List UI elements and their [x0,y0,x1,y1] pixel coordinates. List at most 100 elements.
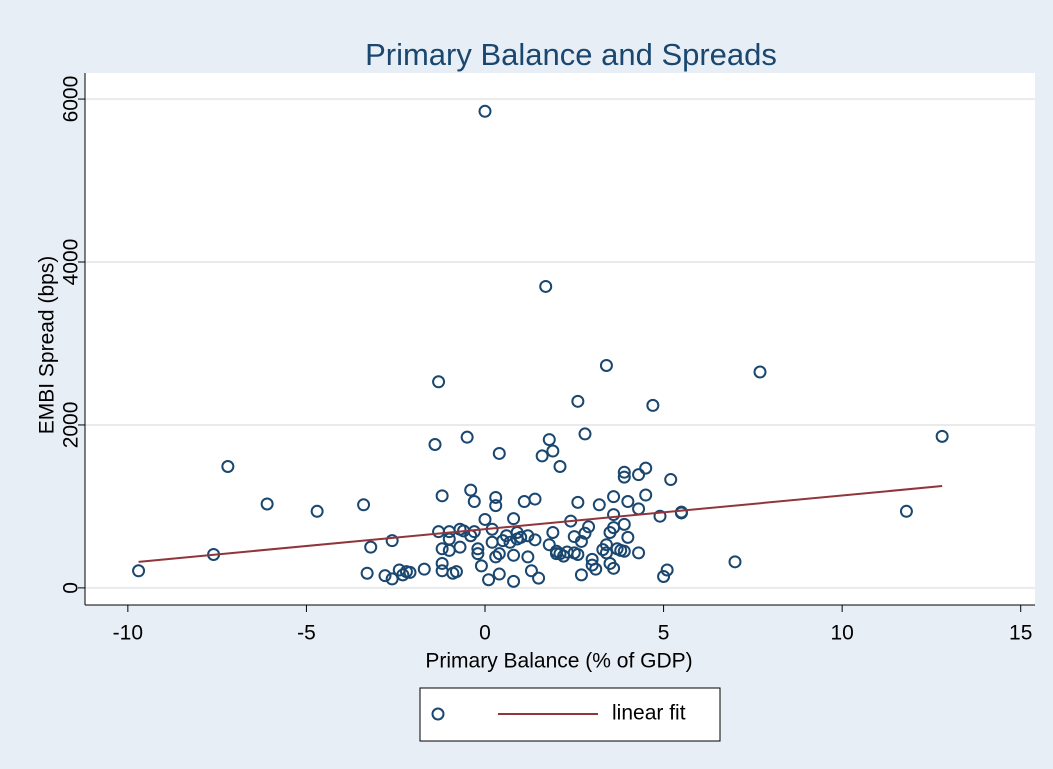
x-tick-label: -10 [113,622,143,645]
x-tick-label: -5 [297,622,316,645]
point [221,460,235,474]
point [489,490,503,504]
y-axis-title: EMBI Spread (bps) [36,256,59,435]
point [935,429,949,443]
point [571,394,585,408]
plot-area [85,73,1035,605]
y-tick-label: 0 [60,582,83,594]
point [396,568,410,582]
point [574,534,588,548]
point [489,550,503,564]
point [489,499,503,513]
point [467,495,481,509]
point [632,546,646,560]
point [571,495,585,509]
point [260,497,274,511]
point [460,430,474,444]
point [553,460,567,474]
point [357,498,371,512]
point [478,512,492,526]
point [607,508,621,522]
point [542,538,556,552]
point [617,517,631,531]
point [521,529,535,543]
point [514,530,528,544]
point [507,548,521,562]
y-tick-label: 2000 [60,402,83,449]
point [617,465,631,479]
legend-label: linear fit [612,702,686,725]
point [571,547,585,561]
point [417,562,431,576]
point [521,550,535,564]
point [532,571,546,585]
x-tick-label: 10 [830,622,853,645]
y-tick-label: 4000 [60,239,83,286]
point [360,566,374,580]
point [385,572,399,586]
point [899,504,913,518]
point [482,573,496,587]
point [621,530,635,544]
x-tick-label: 15 [1009,622,1032,645]
point [617,544,631,558]
point [607,561,621,575]
point [453,540,467,554]
point [435,489,449,503]
point [546,525,560,539]
point [378,569,392,583]
point [657,569,671,583]
point [492,567,506,581]
point [660,563,674,577]
chart-title: Primary Balance and Spreads [365,37,777,72]
point [639,488,653,502]
point [507,574,521,588]
point [528,533,542,547]
point [403,565,417,579]
point [607,490,621,504]
fit-line [138,485,943,563]
point [432,375,446,389]
y-tick-label: 6000 [60,76,83,123]
point [503,535,517,549]
point [646,398,660,412]
point [535,449,549,463]
point [578,526,592,540]
point [464,483,478,497]
point [449,565,463,579]
point [664,473,678,487]
point [621,495,635,509]
point [471,542,485,556]
x-axis-title: Primary Balance (% of GDP) [425,650,692,673]
point [474,559,488,573]
point [528,492,542,506]
point [132,564,146,578]
point [310,504,324,518]
point [546,444,560,458]
point [578,427,592,441]
point [599,358,613,372]
point [574,568,588,582]
point [617,470,631,484]
point [539,279,553,293]
point [471,547,485,561]
point [639,461,653,475]
point [428,438,442,452]
point [753,365,767,379]
legend-marker [431,707,445,721]
point [524,564,538,578]
point [364,540,378,554]
point [492,446,506,460]
point [492,547,506,561]
point [478,104,492,118]
point [728,555,742,569]
point [589,562,603,576]
point [674,506,688,520]
x-tick-label: 5 [658,622,670,645]
point [582,520,596,534]
point [507,512,521,526]
point [385,534,399,548]
point [653,509,667,523]
